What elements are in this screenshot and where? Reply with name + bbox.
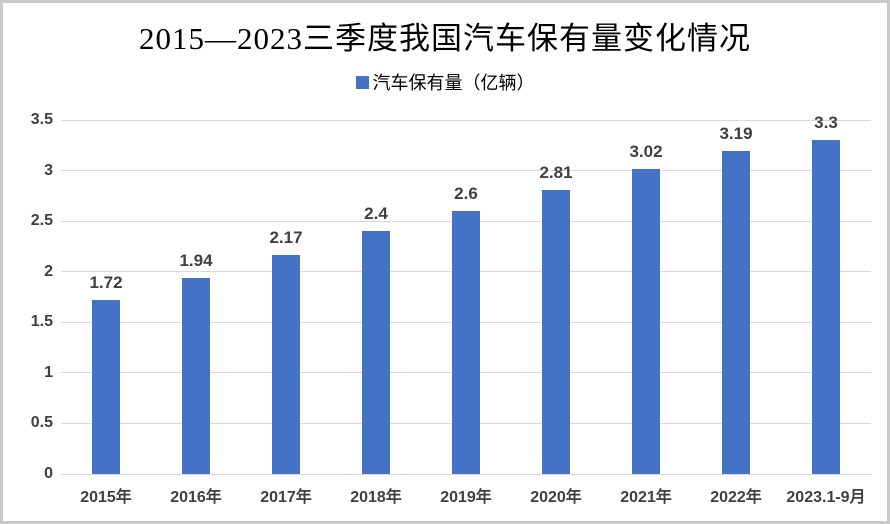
bar-slot: 2.17 xyxy=(241,120,331,474)
y-tick-label: 2 xyxy=(44,262,53,280)
gridline xyxy=(61,119,871,121)
bar xyxy=(452,211,480,474)
bar xyxy=(182,277,210,474)
bar xyxy=(632,168,660,474)
x-axis: 2015年 2016年 2017年 2018年 2019年 2020年 2021年 2022年… xyxy=(61,483,871,509)
y-tick-label: 1.5 xyxy=(30,313,53,331)
x-tick-label: 2020年 xyxy=(530,489,582,506)
x-tick-label: 2015年 xyxy=(80,489,132,506)
y-tick-label: 3 xyxy=(44,161,53,179)
bar-value-label: 2.81 xyxy=(539,162,573,182)
legend-label: 汽车保有量（亿辆） xyxy=(372,73,535,93)
bar-value-label: 1.94 xyxy=(179,250,213,270)
x-tick-label: 2018年 xyxy=(350,489,402,506)
bar-slot: 1.94 xyxy=(151,120,241,474)
bar-value-label: 2.6 xyxy=(454,184,478,204)
bar-slot: 3.02 xyxy=(601,120,691,474)
chart-legend: 汽车保有量（亿辆） xyxy=(3,69,887,95)
x-tick-label: 2017年 xyxy=(260,489,312,506)
bar xyxy=(362,231,390,474)
y-tick-label: 2.5 xyxy=(30,212,53,230)
bar-value-label: 3.19 xyxy=(719,124,753,144)
bar-slot: 3.19 xyxy=(691,120,781,474)
x-tick-label: 2022年 xyxy=(710,489,762,506)
bar xyxy=(92,300,120,474)
y-tick-label: 1 xyxy=(44,363,53,381)
legend-marker-swatch xyxy=(355,75,369,89)
bar-value-label: 3.3 xyxy=(814,113,838,133)
x-tick-label: 2019年 xyxy=(440,489,492,506)
chart-title: 2015—2023三季度我国汽车保有量变化情况 xyxy=(139,21,751,56)
gridline xyxy=(61,170,871,172)
bar-value-label: 2.17 xyxy=(269,227,303,247)
bar-slot: 2.6 xyxy=(421,120,511,474)
bar-slot: 2.81 xyxy=(511,120,601,474)
bar-value-label: 1.72 xyxy=(89,273,123,293)
x-tick-label: 2023.1-9月 xyxy=(786,489,866,506)
bar-series: 1.72 1.94 2.17 2.4 2.6 2.81 3.02 3.19 3.3 xyxy=(61,113,871,474)
gridline xyxy=(61,473,871,475)
bar xyxy=(272,254,300,474)
plot-area: 1.72 1.94 2.17 2.4 2.6 2.81 3.02 3.19 3.3 xyxy=(61,113,871,475)
y-tick-label: 0 xyxy=(44,465,53,482)
bar xyxy=(722,151,750,474)
x-tick-label: 2016年 xyxy=(170,489,222,506)
bar-slot: 3.3 xyxy=(781,113,871,474)
bar xyxy=(542,189,570,474)
bar-slot: 1.72 xyxy=(61,120,151,474)
bar-value-label: 3.02 xyxy=(629,141,663,161)
y-axis: 0 0.5 1 1.5 2 2.5 3 3.5 xyxy=(3,111,53,482)
bar-slot: 2.4 xyxy=(331,120,421,474)
y-tick-label: 3.5 xyxy=(30,111,53,128)
bar-value-label: 2.4 xyxy=(364,204,388,224)
bar xyxy=(812,140,840,474)
x-tick-label: 2021年 xyxy=(620,489,672,506)
y-tick-label: 0.5 xyxy=(30,414,53,432)
